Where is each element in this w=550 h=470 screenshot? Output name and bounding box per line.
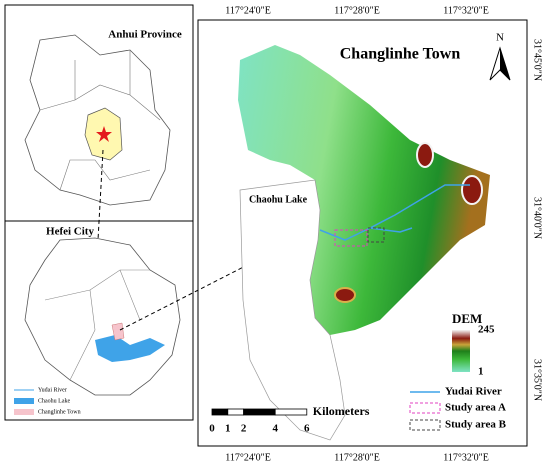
yudai-river	[319, 184, 470, 241]
city-boundaries	[44, 269, 150, 381]
legend-label: Yudai River	[445, 386, 502, 398]
terrain-peak	[334, 287, 356, 303]
scale-tick-label: 1	[225, 423, 231, 435]
north-label: N	[496, 32, 504, 44]
scale-segment	[274, 408, 308, 416]
longitude-label: 117°24'0"E	[225, 452, 271, 463]
legend-label: Study area A	[445, 402, 506, 414]
province-title: Anhui Province	[108, 29, 182, 41]
scale-segment	[211, 408, 229, 416]
legend-label: Changlinhe Town	[38, 409, 81, 415]
dem-labels: 245 1	[478, 324, 495, 378]
city-title: Hefei City	[46, 226, 94, 238]
longitude-label: 117°24'0"E	[225, 5, 271, 16]
longitude-label: 117°32'0"E	[443, 452, 489, 463]
chaohu-lake	[239, 179, 346, 441]
latitude-label: 31°45'0"N	[532, 39, 543, 81]
longitude-label: 117°28'0"E	[334, 5, 380, 16]
main-panel	[197, 19, 528, 447]
scale-tick-label: 6	[304, 423, 310, 435]
hefei-star	[96, 126, 112, 142]
scale-segment	[243, 408, 276, 416]
north-arrow-half	[500, 48, 510, 80]
study-area-a	[334, 229, 368, 247]
latitude-label: 31°40'0"N	[532, 197, 543, 239]
terrain-peak	[461, 175, 483, 205]
town-inset	[111, 322, 125, 341]
legend-label: Study area B	[445, 419, 507, 431]
legend-label: Chaohu Lake	[38, 398, 70, 404]
longitude-label: 117°32'0"E	[443, 5, 489, 16]
terrain-peak	[416, 142, 434, 168]
scale-tick-label: 0	[209, 423, 215, 435]
main-title: Changlinhe Town	[340, 46, 461, 63]
longitude-label: 117°28'0"E	[334, 452, 380, 463]
lake-label: Chaohu Lake	[249, 194, 308, 205]
connector-line	[97, 149, 104, 241]
scale-unit: Kilometers	[313, 404, 370, 418]
legend-area-b-swatch	[409, 419, 441, 431]
study-area-b	[367, 227, 385, 243]
legend-label: Yudai River	[38, 387, 67, 393]
legend-area-a-swatch	[409, 402, 441, 414]
dem-ramp	[452, 330, 470, 372]
dem-terrain	[238, 45, 490, 335]
dem-title: DEM	[452, 311, 482, 326]
scale-tick-label: 4	[272, 423, 278, 435]
province-boundaries	[39, 50, 161, 191]
latitude-label: 31°35'0"N	[532, 359, 543, 401]
dem-label: 1	[478, 366, 484, 378]
chaohu-lake-inset	[95, 335, 165, 362]
scale-tick-label: 2	[241, 423, 247, 435]
scale-segment	[227, 408, 245, 416]
city-outline	[24, 237, 181, 396]
dem-label: 245	[478, 324, 495, 336]
legend-town-swatch	[14, 409, 34, 415]
legend-lake-swatch	[14, 398, 34, 404]
